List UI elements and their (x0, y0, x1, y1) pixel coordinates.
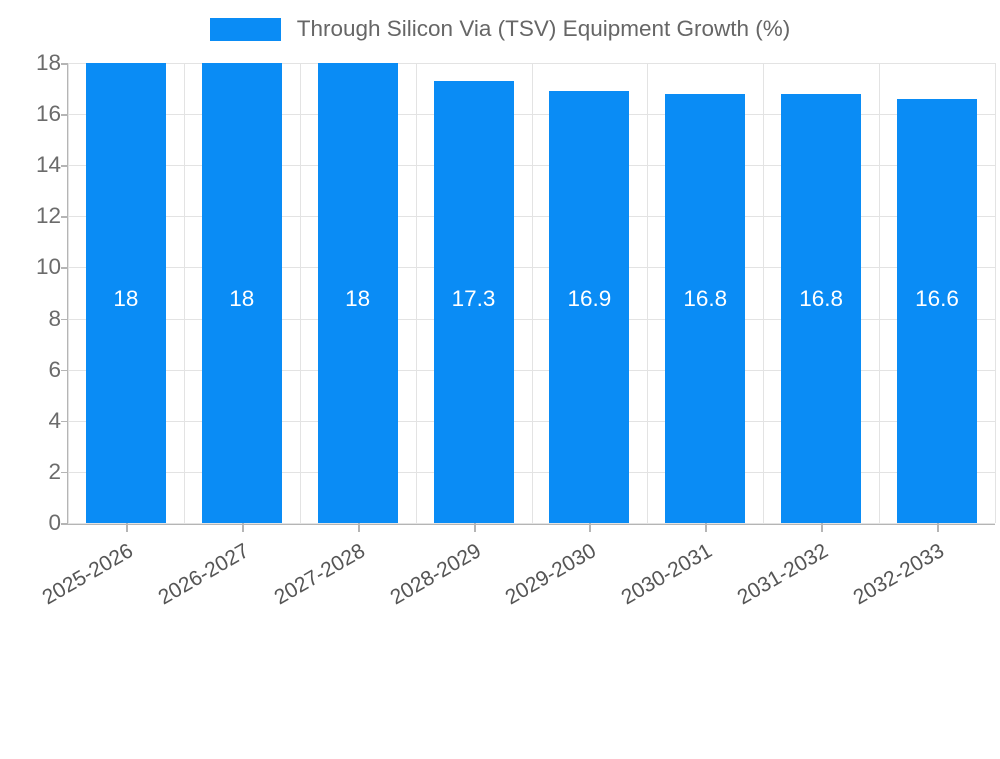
y-axis-tick-mark (61, 369, 68, 372)
y-axis-tick-mark (61, 318, 68, 321)
gridline-horizontal (68, 165, 995, 167)
legend-color-swatch-icon (209, 17, 281, 41)
y-axis-tick-label: 18 (35, 49, 61, 75)
bar[interactable] (549, 91, 630, 523)
y-axis-ticks: 0 2 4 6 8 10 12 14 16 18 (0, 0, 68, 600)
y-axis-tick-mark (61, 267, 68, 269)
bar-chart: Through Silicon Via (TSV) Equipment Grow… (0, 0, 1000, 609)
bar-value-label: 16.8 (683, 286, 728, 311)
bar-group: 18 (300, 63, 416, 523)
chart-legend: Through Silicon Via (TSV) Equipment Grow… (0, 10, 1000, 48)
y-axis-line (67, 63, 69, 524)
x-axis-tick-mark (821, 523, 823, 532)
bar-group: 16.8 (763, 63, 879, 523)
gridline-horizontal (68, 369, 995, 371)
bar-value-label: 16.8 (799, 286, 844, 311)
bar-group: 18 (68, 63, 184, 523)
gridline-horizontal (68, 216, 995, 218)
gridline-horizontal (68, 523, 995, 524)
y-axis-tick-label: 16 (35, 100, 61, 126)
y-axis-tick-mark (61, 63, 68, 65)
bar[interactable] (433, 80, 514, 523)
gridline-horizontal (68, 267, 995, 269)
x-axis-tick-mark (126, 523, 128, 532)
gridline-vertical (763, 63, 764, 523)
x-axis-tick-mark (937, 523, 939, 532)
y-axis-tick-mark (61, 165, 68, 167)
y-axis-tick-label: 4 (48, 407, 61, 433)
bar-value-label: 16.9 (567, 286, 612, 311)
x-axis-tick-mark (705, 523, 707, 532)
gridline-vertical (68, 63, 69, 523)
x-axis-tick-mark (589, 523, 591, 532)
y-axis-tick-label: 8 (48, 305, 61, 331)
plot-area: 18 18 18 17.3 16.9 16.8 16.8 16.6 (68, 63, 996, 524)
y-axis-tick-label: 14 (35, 151, 61, 177)
gridline-vertical (416, 63, 417, 523)
y-axis-tick-mark (61, 471, 68, 474)
bar[interactable] (897, 98, 978, 523)
gridline-vertical (879, 63, 880, 523)
y-axis-tick-label: 2 (48, 458, 61, 484)
bar[interactable] (85, 63, 166, 523)
bar-series-tsv-growth: 18 18 18 17.3 16.9 16.8 16.8 16.6 (68, 63, 995, 523)
bar-group: 16.6 (879, 63, 995, 523)
y-axis-tick-label: 10 (35, 254, 61, 280)
y-axis-tick-mark (61, 420, 68, 423)
legend-item-tsv-growth[interactable]: Through Silicon Via (TSV) Equipment Grow… (209, 15, 791, 41)
bar[interactable] (665, 93, 746, 523)
bar[interactable] (317, 63, 398, 523)
bar-value-label: 17.3 (451, 286, 496, 311)
x-axis-tick-mark (474, 523, 476, 532)
bar-value-label: 16.6 (915, 286, 959, 311)
gridline-horizontal (68, 420, 995, 422)
bar-group: 17.3 (416, 63, 532, 523)
gridline-vertical (647, 63, 648, 523)
y-axis-tick-label: 6 (48, 356, 61, 382)
bar-value-label: 18 (345, 286, 371, 311)
gridline-vertical (184, 63, 185, 523)
bar[interactable] (201, 63, 282, 523)
gridline-horizontal (68, 318, 995, 320)
y-axis-tick-label: 12 (35, 203, 61, 229)
bar[interactable] (781, 93, 862, 523)
y-axis-tick-mark (61, 216, 68, 218)
x-axis-tick-mark (358, 523, 360, 532)
gridline-vertical (300, 63, 301, 523)
gridline-horizontal (68, 63, 995, 64)
y-axis-tick-mark (61, 114, 68, 116)
gridline-vertical (995, 63, 996, 523)
y-axis-tick-mark (61, 523, 68, 525)
gridline-vertical (532, 63, 533, 523)
gridline-horizontal (68, 114, 995, 116)
legend-item-label: Through Silicon Via (TSV) Equipment Grow… (296, 15, 791, 41)
bar-group: 18 (184, 63, 300, 523)
bar-value-label: 18 (229, 286, 255, 311)
bar-group: 16.8 (647, 63, 763, 523)
gridline-horizontal (68, 471, 995, 473)
bar-value-label: 18 (113, 286, 139, 311)
y-axis-tick-label: 0 (48, 509, 61, 535)
x-axis-tick-mark (242, 523, 244, 532)
bar-group: 16.9 (532, 63, 648, 523)
